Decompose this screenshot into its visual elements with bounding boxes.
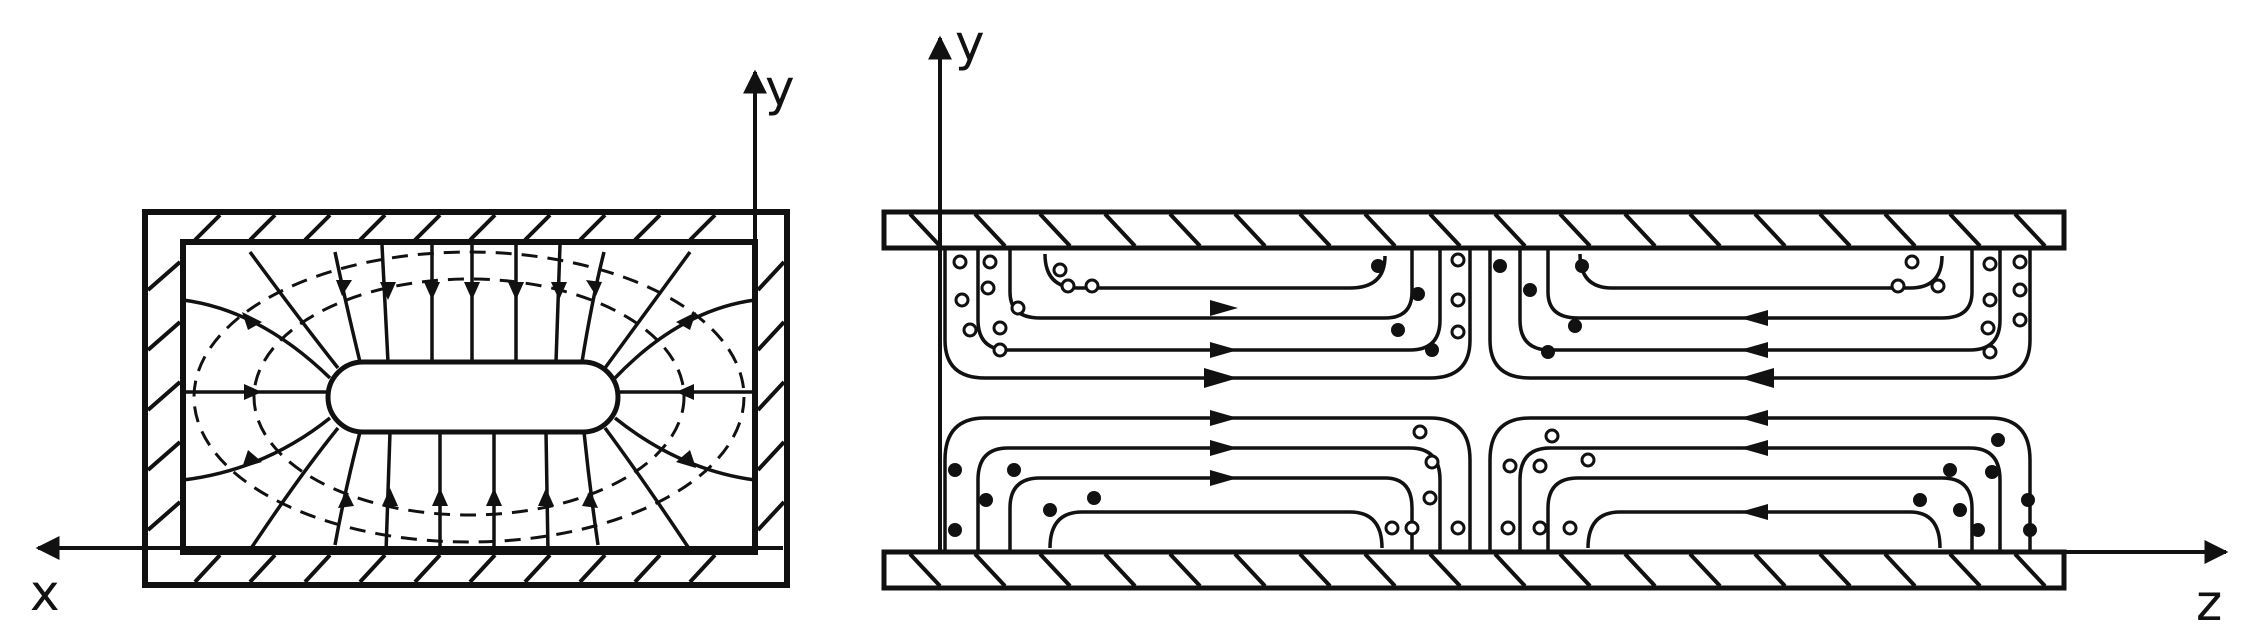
- bottom-wall: [881, 549, 2067, 591]
- wall-hatching: [146, 213, 786, 584]
- cross-section-panel: x y: [30, 59, 795, 622]
- x-axis-label: x: [30, 564, 60, 622]
- outer-wall: [142, 209, 790, 588]
- wall-hatching-right: [908, 212, 2047, 588]
- open-circles: [952, 252, 2028, 536]
- longitudinal-panel: y z: [881, 14, 2229, 632]
- loop-arrowheads: [1204, 300, 1774, 520]
- filled-dots: [948, 259, 2037, 537]
- y-axis-label-right: y: [955, 14, 985, 72]
- top-wall: [881, 209, 2067, 251]
- longitudinal-axes: [928, 35, 2229, 564]
- central-oval: [325, 359, 621, 435]
- dashed-contours: [192, 250, 746, 544]
- y-axis-label-left: y: [765, 59, 795, 117]
- lower-field-loops: [943, 416, 2032, 552]
- upper-field-loops: [943, 248, 2032, 380]
- field-arrowheads: [242, 280, 696, 508]
- cross-section-axes: [35, 69, 783, 560]
- z-axis-label: z: [2196, 574, 2222, 632]
- field-lines: [182, 244, 756, 553]
